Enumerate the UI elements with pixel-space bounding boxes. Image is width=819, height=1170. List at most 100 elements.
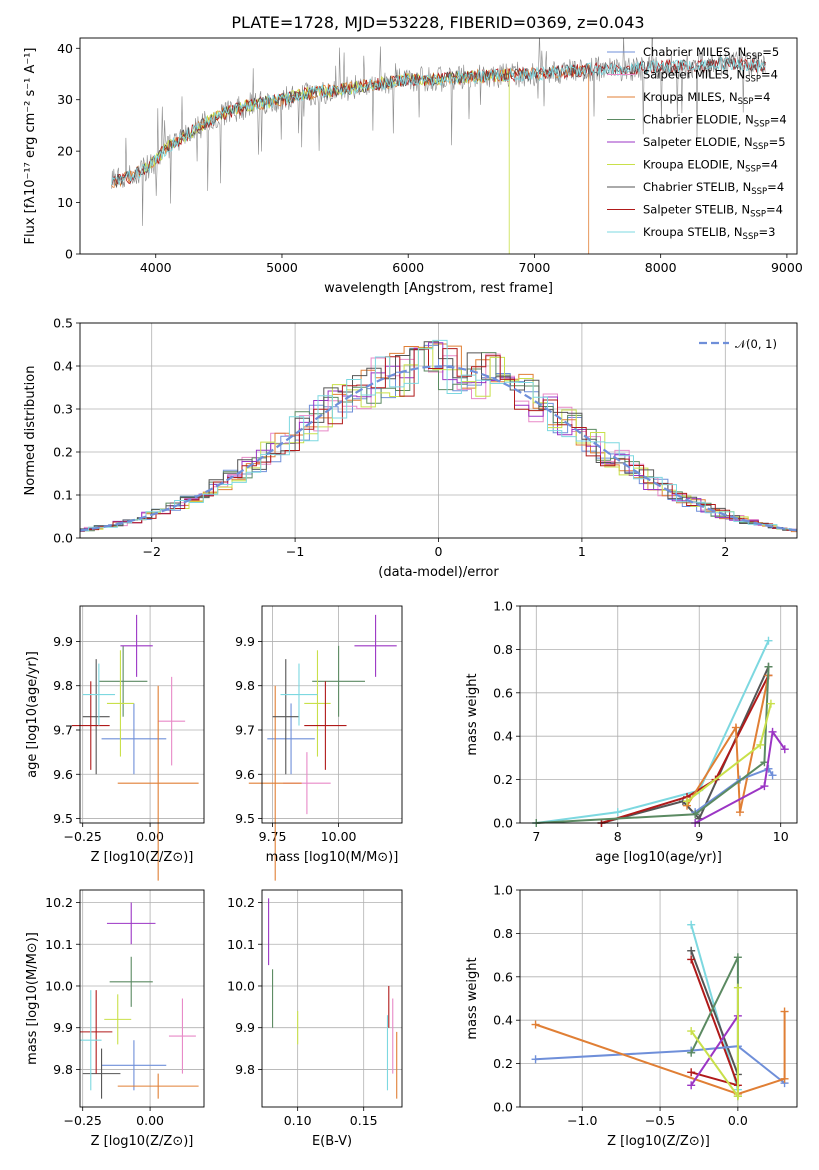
y-tick-label: 0.6 — [493, 685, 513, 700]
mass-weight-marker — [731, 723, 740, 732]
y-axis-label: mass [log10(M/M⊙)] — [25, 932, 40, 1065]
y-tick-label: 9.9 — [235, 634, 255, 649]
axes-frame — [261, 605, 403, 824]
mass-vs-extinction-panel: 0.10 0.15 9.8 9.9 10.0 10.1 10.2 E(B-V) — [227, 889, 403, 1149]
error-bar-point — [312, 645, 366, 717]
y-tick-label: 1.0 — [493, 599, 513, 614]
age-vs-mass-panel: 9.75 10.00 9.5 9.6 9.7 9.8 9.9 mass [log10(M/M⊙… — [235, 605, 403, 881]
x-tick-label: −1 — [286, 544, 304, 559]
error-bar-point — [82, 1048, 121, 1099]
mass-weight-marker — [733, 1092, 742, 1101]
y-axis-label: mass weight — [465, 957, 480, 1039]
x-tick-label: −1.0 — [567, 1113, 597, 1128]
axes-frame — [519, 605, 798, 824]
x-axis-label: age [log10(age/yr)] — [595, 850, 722, 865]
x-tick-label: 0.15 — [350, 1113, 378, 1128]
mass-weight-line — [686, 675, 770, 813]
legend-entry: Salpeter ELODIE, NSSP=5 — [643, 135, 786, 152]
legend-entry: Chabrier STELIB, NSSP=4 — [643, 180, 784, 197]
y-tick-label: 0.2 — [493, 1056, 513, 1071]
residual-histogram — [80, 341, 797, 533]
x-tick-label: 0.10 — [284, 1113, 312, 1128]
y-tick-label: 9.8 — [235, 1062, 255, 1077]
y-tick-label: 9.8 — [53, 678, 73, 693]
x-tick-label: 2 — [721, 544, 729, 559]
error-bar-point — [304, 681, 347, 770]
x-tick-label: 5000 — [266, 260, 298, 275]
mass-weight-marker — [687, 1027, 696, 1036]
y-tick-label: 9.6 — [235, 767, 255, 782]
error-bar-point — [101, 703, 167, 775]
y-tick-label: 0.4 — [493, 1013, 513, 1028]
error-bar-point — [104, 994, 132, 1045]
mass-weight-line — [535, 1011, 786, 1096]
mass-weight-marker — [691, 810, 700, 819]
y-tick-label: 10.1 — [45, 937, 73, 952]
error-bar-point — [354, 614, 397, 677]
y-tick-label: 0.8 — [493, 642, 513, 657]
mass-weight-vs-metallicity-panel: −1.0 −0.5 0.0 0.0 0.2 0.4 0.6 0.8 1.0 Z [log10(Z/… — [465, 883, 798, 1149]
error-bar-point — [106, 902, 156, 945]
legend-entry: Kroupa ELODIE, NSSP=4 — [643, 158, 778, 175]
x-tick-label: 7 — [532, 829, 540, 844]
axes-frame — [79, 37, 798, 255]
error-bar-point — [106, 650, 134, 757]
observed-spectrum — [111, 38, 766, 226]
x-axis-label: wavelength [Angstrom, rest frame] — [324, 281, 553, 296]
error-bar-point — [272, 659, 299, 775]
x-axis-label: (data-model)/error — [378, 565, 499, 580]
y-tick-label: 0.4 — [493, 729, 513, 744]
normal-curve — [80, 365, 797, 532]
y-tick-label: 20 — [57, 144, 73, 159]
x-tick-label: 0 — [435, 544, 443, 559]
x-tick-label: −2 — [142, 544, 160, 559]
residuals-panel: −2 −1 0 1 2 0.0 0.1 0.2 0.3 0.4 0.5 𝒩(0, 1) (data-mo… — [23, 316, 798, 580]
y-tick-label: 9.7 — [53, 723, 73, 738]
y-tick-label: 10.1 — [227, 937, 255, 952]
spectrum-panel: 4000 5000 6000 7000 8000 9000 0 10 20 30 40 Chabrie… — [23, 37, 803, 296]
error-bar-point — [109, 956, 153, 1007]
error-bar-point — [71, 681, 110, 770]
error-bar-point — [117, 1073, 199, 1099]
mass-weight-marker — [766, 699, 775, 708]
y-tick-label: 0.5 — [53, 316, 73, 331]
error-bar-point — [168, 998, 196, 1074]
legend-entry: Kroupa MILES, NSSP=4 — [643, 90, 770, 107]
mass-weight-marker — [764, 764, 773, 773]
legend-entry: Salpeter MILES, NSSP=4 — [643, 68, 778, 85]
x-tick-label: 9.75 — [259, 829, 287, 844]
mass-weight-line — [694, 767, 774, 813]
x-tick-label: 9 — [695, 829, 703, 844]
error-bar-point — [101, 1040, 167, 1091]
x-tick-label: 0.00 — [136, 1113, 164, 1128]
mass-weight-line — [690, 959, 740, 1087]
legend-entry: 𝒩(0, 1) — [735, 337, 777, 351]
error-bar-point — [280, 663, 318, 726]
x-tick-label: 10.00 — [321, 829, 357, 844]
x-tick-label: 9000 — [771, 260, 803, 275]
mass-weight-marker — [780, 1074, 789, 1083]
x-tick-label: −0.25 — [64, 829, 102, 844]
error-bar-point — [158, 676, 186, 766]
y-tick-label: 1.0 — [493, 883, 513, 898]
y-tick-label: 10.0 — [227, 978, 255, 993]
mass-weight-marker — [764, 662, 773, 671]
mass-weight-marker — [768, 771, 777, 780]
x-tick-label: 7000 — [519, 260, 551, 275]
y-tick-label: 9.9 — [53, 634, 73, 649]
x-tick-label: 8000 — [645, 260, 677, 275]
mass-weight-marker — [687, 1068, 696, 1077]
x-tick-label: 8 — [614, 829, 622, 844]
figure-title: PLATE=1728, MJD=53228, FIBERID=0369, z=0… — [231, 13, 644, 32]
y-tick-label: 30 — [57, 92, 73, 107]
mass-vs-metallicity-panel: −0.25 0.00 9.8 9.9 10.0 10.1 10.2 Z [log10(Z/Z⊙… — [25, 889, 205, 1149]
mass-weight-line — [690, 950, 739, 1075]
y-tick-label: 0.4 — [53, 359, 73, 374]
axes-frame — [261, 889, 403, 1108]
y-tick-label: 10.2 — [227, 895, 255, 910]
mass-weight-marker — [733, 953, 742, 962]
error-bar-point — [117, 685, 199, 881]
mass-weight-line — [536, 640, 770, 824]
mass-weight-marker — [764, 636, 773, 645]
mass-weight-marker — [687, 920, 696, 929]
